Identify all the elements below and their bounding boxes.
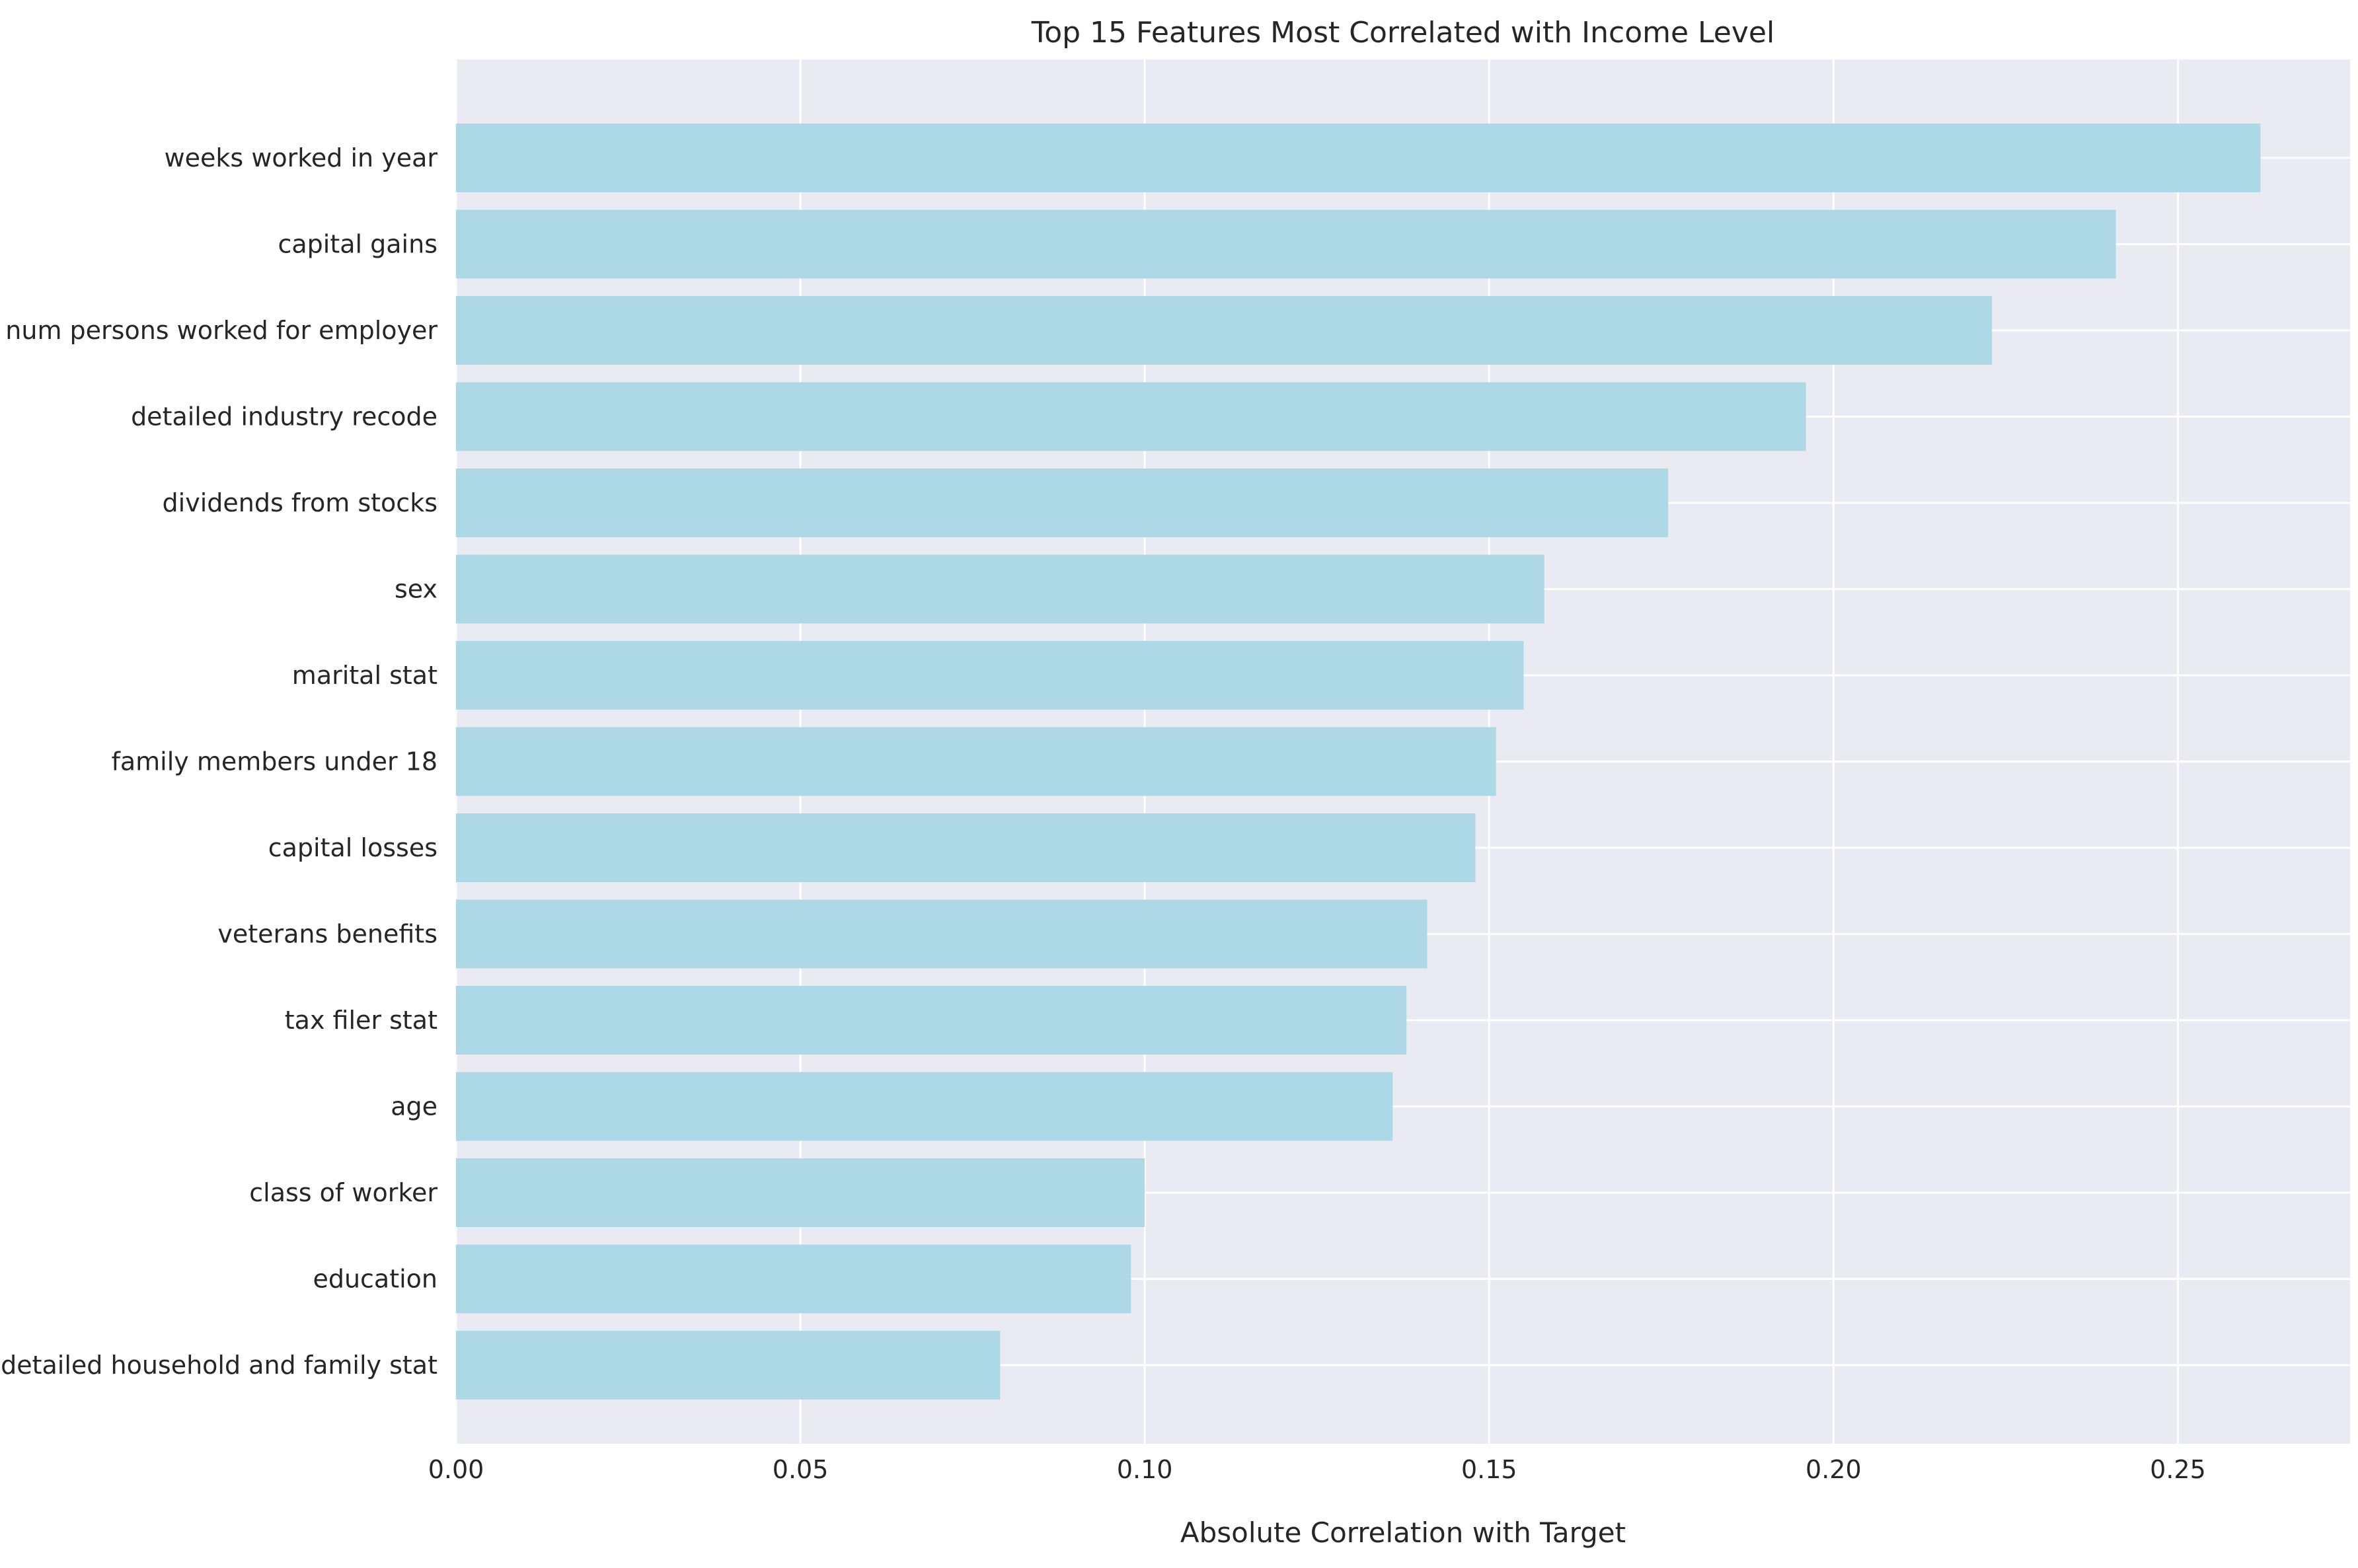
bar [456, 209, 2116, 279]
category-label: detailed household and family stat [1, 1351, 437, 1380]
category-label: capital losses [268, 833, 437, 862]
category-label: class of worker [249, 1178, 437, 1207]
category-labels: weeks worked in year capital gains num per… [1, 143, 437, 1380]
bar [456, 468, 1669, 537]
category-label: dividends from stocks [163, 488, 437, 517]
category-label: tax filer stat [285, 1006, 437, 1035]
bar [456, 554, 1544, 624]
category-label: veterans benefits [217, 920, 437, 949]
x-tick-label: 0.15 [1461, 1455, 1517, 1484]
category-label: family members under 18 [112, 747, 438, 776]
category-label: num persons worked for employer [5, 316, 437, 345]
bar [456, 727, 1496, 796]
bars [456, 124, 2261, 1400]
bar [456, 641, 1524, 710]
category-label: capital gains [278, 230, 437, 259]
category-label: detailed industry recode [131, 402, 437, 431]
bar [456, 1072, 1393, 1141]
x-tick-labels: 0.00 0.05 0.10 0.15 0.20 0.25 [428, 1455, 2206, 1484]
category-label: age [391, 1092, 437, 1121]
x-axis-label: Absolute Correlation with Target [1180, 1516, 1626, 1549]
x-tick-label: 0.05 [773, 1455, 829, 1484]
chart-title: Top 15 Features Most Correlated with Inc… [1031, 16, 1774, 50]
x-tick-label: 0.25 [2150, 1455, 2206, 1484]
bar [456, 1244, 1131, 1314]
bar [456, 124, 2261, 192]
bar [456, 296, 1993, 365]
bar [456, 813, 1476, 882]
category-label: education [313, 1265, 437, 1294]
x-tick-label: 0.20 [1806, 1455, 1862, 1484]
bar [456, 1331, 1001, 1400]
category-label: sex [395, 575, 437, 604]
bar [456, 986, 1407, 1055]
category-label: marital stat [292, 661, 437, 690]
x-tick-label: 0.10 [1117, 1455, 1173, 1484]
bar [456, 1158, 1145, 1227]
x-tick-label: 0.00 [428, 1455, 484, 1484]
bar [456, 899, 1427, 969]
category-label: weeks worked in year [165, 143, 438, 172]
bar [456, 382, 1806, 451]
